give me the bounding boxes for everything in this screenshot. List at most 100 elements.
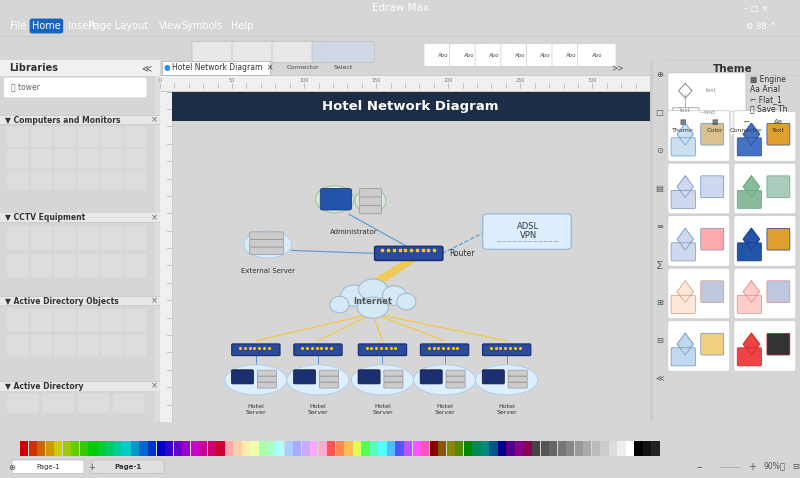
- FancyBboxPatch shape: [101, 171, 122, 190]
- Bar: [665, 60, 800, 61]
- FancyBboxPatch shape: [734, 268, 796, 319]
- Bar: [148, 441, 156, 456]
- FancyBboxPatch shape: [526, 43, 565, 66]
- Text: Connector: Connector: [287, 65, 319, 70]
- Bar: [0, 75, 800, 76]
- Text: ADSL: ADSL: [517, 222, 539, 231]
- FancyBboxPatch shape: [30, 253, 52, 277]
- FancyBboxPatch shape: [78, 171, 99, 190]
- Bar: [472, 441, 481, 456]
- Polygon shape: [677, 333, 694, 355]
- FancyBboxPatch shape: [78, 127, 99, 147]
- Bar: [574, 441, 583, 456]
- Bar: [506, 441, 514, 456]
- Bar: [532, 441, 540, 456]
- FancyBboxPatch shape: [258, 376, 277, 382]
- Bar: [174, 441, 182, 456]
- FancyBboxPatch shape: [668, 321, 730, 371]
- Bar: [46, 441, 54, 456]
- Bar: [0, 60, 160, 76]
- Ellipse shape: [225, 365, 287, 395]
- Bar: [566, 441, 574, 456]
- Text: ▼ Computers and Monitors: ▼ Computers and Monitors: [5, 116, 120, 125]
- Bar: [0, 381, 160, 382]
- Bar: [362, 441, 370, 456]
- Text: 0: 0: [158, 78, 162, 83]
- Text: Page Layout: Page Layout: [88, 21, 149, 31]
- Bar: [88, 441, 97, 456]
- FancyBboxPatch shape: [232, 344, 280, 356]
- Ellipse shape: [414, 365, 476, 395]
- FancyBboxPatch shape: [7, 149, 29, 169]
- Bar: [242, 441, 250, 456]
- FancyBboxPatch shape: [671, 348, 695, 366]
- FancyBboxPatch shape: [78, 393, 109, 413]
- FancyBboxPatch shape: [701, 123, 724, 145]
- Text: Abo: Abo: [566, 53, 577, 58]
- FancyBboxPatch shape: [312, 41, 374, 63]
- FancyBboxPatch shape: [7, 127, 29, 147]
- FancyBboxPatch shape: [78, 309, 99, 332]
- Bar: [172, 92, 650, 121]
- FancyBboxPatch shape: [78, 334, 99, 357]
- FancyBboxPatch shape: [250, 247, 284, 254]
- Bar: [336, 441, 344, 456]
- FancyBboxPatch shape: [475, 43, 514, 66]
- Bar: [395, 441, 404, 456]
- Text: External Server: External Server: [241, 269, 294, 274]
- Text: Symbols: Symbols: [182, 21, 223, 31]
- FancyBboxPatch shape: [767, 176, 790, 197]
- Text: Aa: Aa: [774, 120, 782, 125]
- FancyBboxPatch shape: [101, 309, 122, 332]
- Text: File: File: [10, 21, 26, 31]
- Text: Text: Text: [772, 128, 785, 133]
- Bar: [421, 441, 430, 456]
- FancyBboxPatch shape: [101, 253, 122, 277]
- Polygon shape: [743, 281, 759, 303]
- Ellipse shape: [330, 296, 349, 313]
- Ellipse shape: [341, 285, 367, 306]
- FancyBboxPatch shape: [446, 376, 465, 382]
- Text: ⊙: ⊙: [656, 146, 663, 155]
- Text: ●: ●: [164, 63, 173, 72]
- Text: ⌐: ⌐: [743, 120, 750, 125]
- Bar: [165, 441, 174, 456]
- Text: View: View: [159, 21, 182, 31]
- FancyBboxPatch shape: [125, 253, 146, 277]
- FancyBboxPatch shape: [734, 163, 796, 214]
- Bar: [122, 441, 130, 456]
- FancyBboxPatch shape: [359, 197, 382, 206]
- Bar: [609, 441, 617, 456]
- Polygon shape: [677, 176, 694, 197]
- Text: ⚙ 88 ^: ⚙ 88 ^: [746, 22, 776, 31]
- FancyBboxPatch shape: [125, 149, 146, 169]
- FancyBboxPatch shape: [668, 111, 730, 162]
- Text: Home: Home: [32, 21, 61, 31]
- Bar: [650, 60, 653, 422]
- FancyBboxPatch shape: [7, 253, 29, 277]
- Bar: [0, 296, 160, 306]
- Bar: [302, 441, 310, 456]
- Bar: [387, 441, 395, 456]
- Bar: [172, 92, 174, 422]
- FancyBboxPatch shape: [7, 393, 38, 413]
- Bar: [208, 441, 216, 456]
- Text: Connector: Connector: [730, 128, 762, 133]
- Polygon shape: [743, 228, 759, 250]
- FancyBboxPatch shape: [30, 171, 52, 190]
- Text: Text: Text: [257, 65, 270, 70]
- Text: □: □: [655, 108, 663, 117]
- Bar: [0, 305, 160, 306]
- Ellipse shape: [397, 293, 416, 310]
- Polygon shape: [743, 123, 759, 145]
- Bar: [80, 441, 88, 456]
- Bar: [259, 441, 267, 456]
- Bar: [318, 441, 327, 456]
- FancyBboxPatch shape: [250, 239, 284, 247]
- Bar: [583, 441, 591, 456]
- FancyBboxPatch shape: [450, 43, 488, 66]
- Text: ≡: ≡: [656, 222, 663, 231]
- FancyBboxPatch shape: [508, 382, 527, 388]
- FancyBboxPatch shape: [125, 127, 146, 147]
- Text: Edraw Max: Edraw Max: [371, 3, 429, 13]
